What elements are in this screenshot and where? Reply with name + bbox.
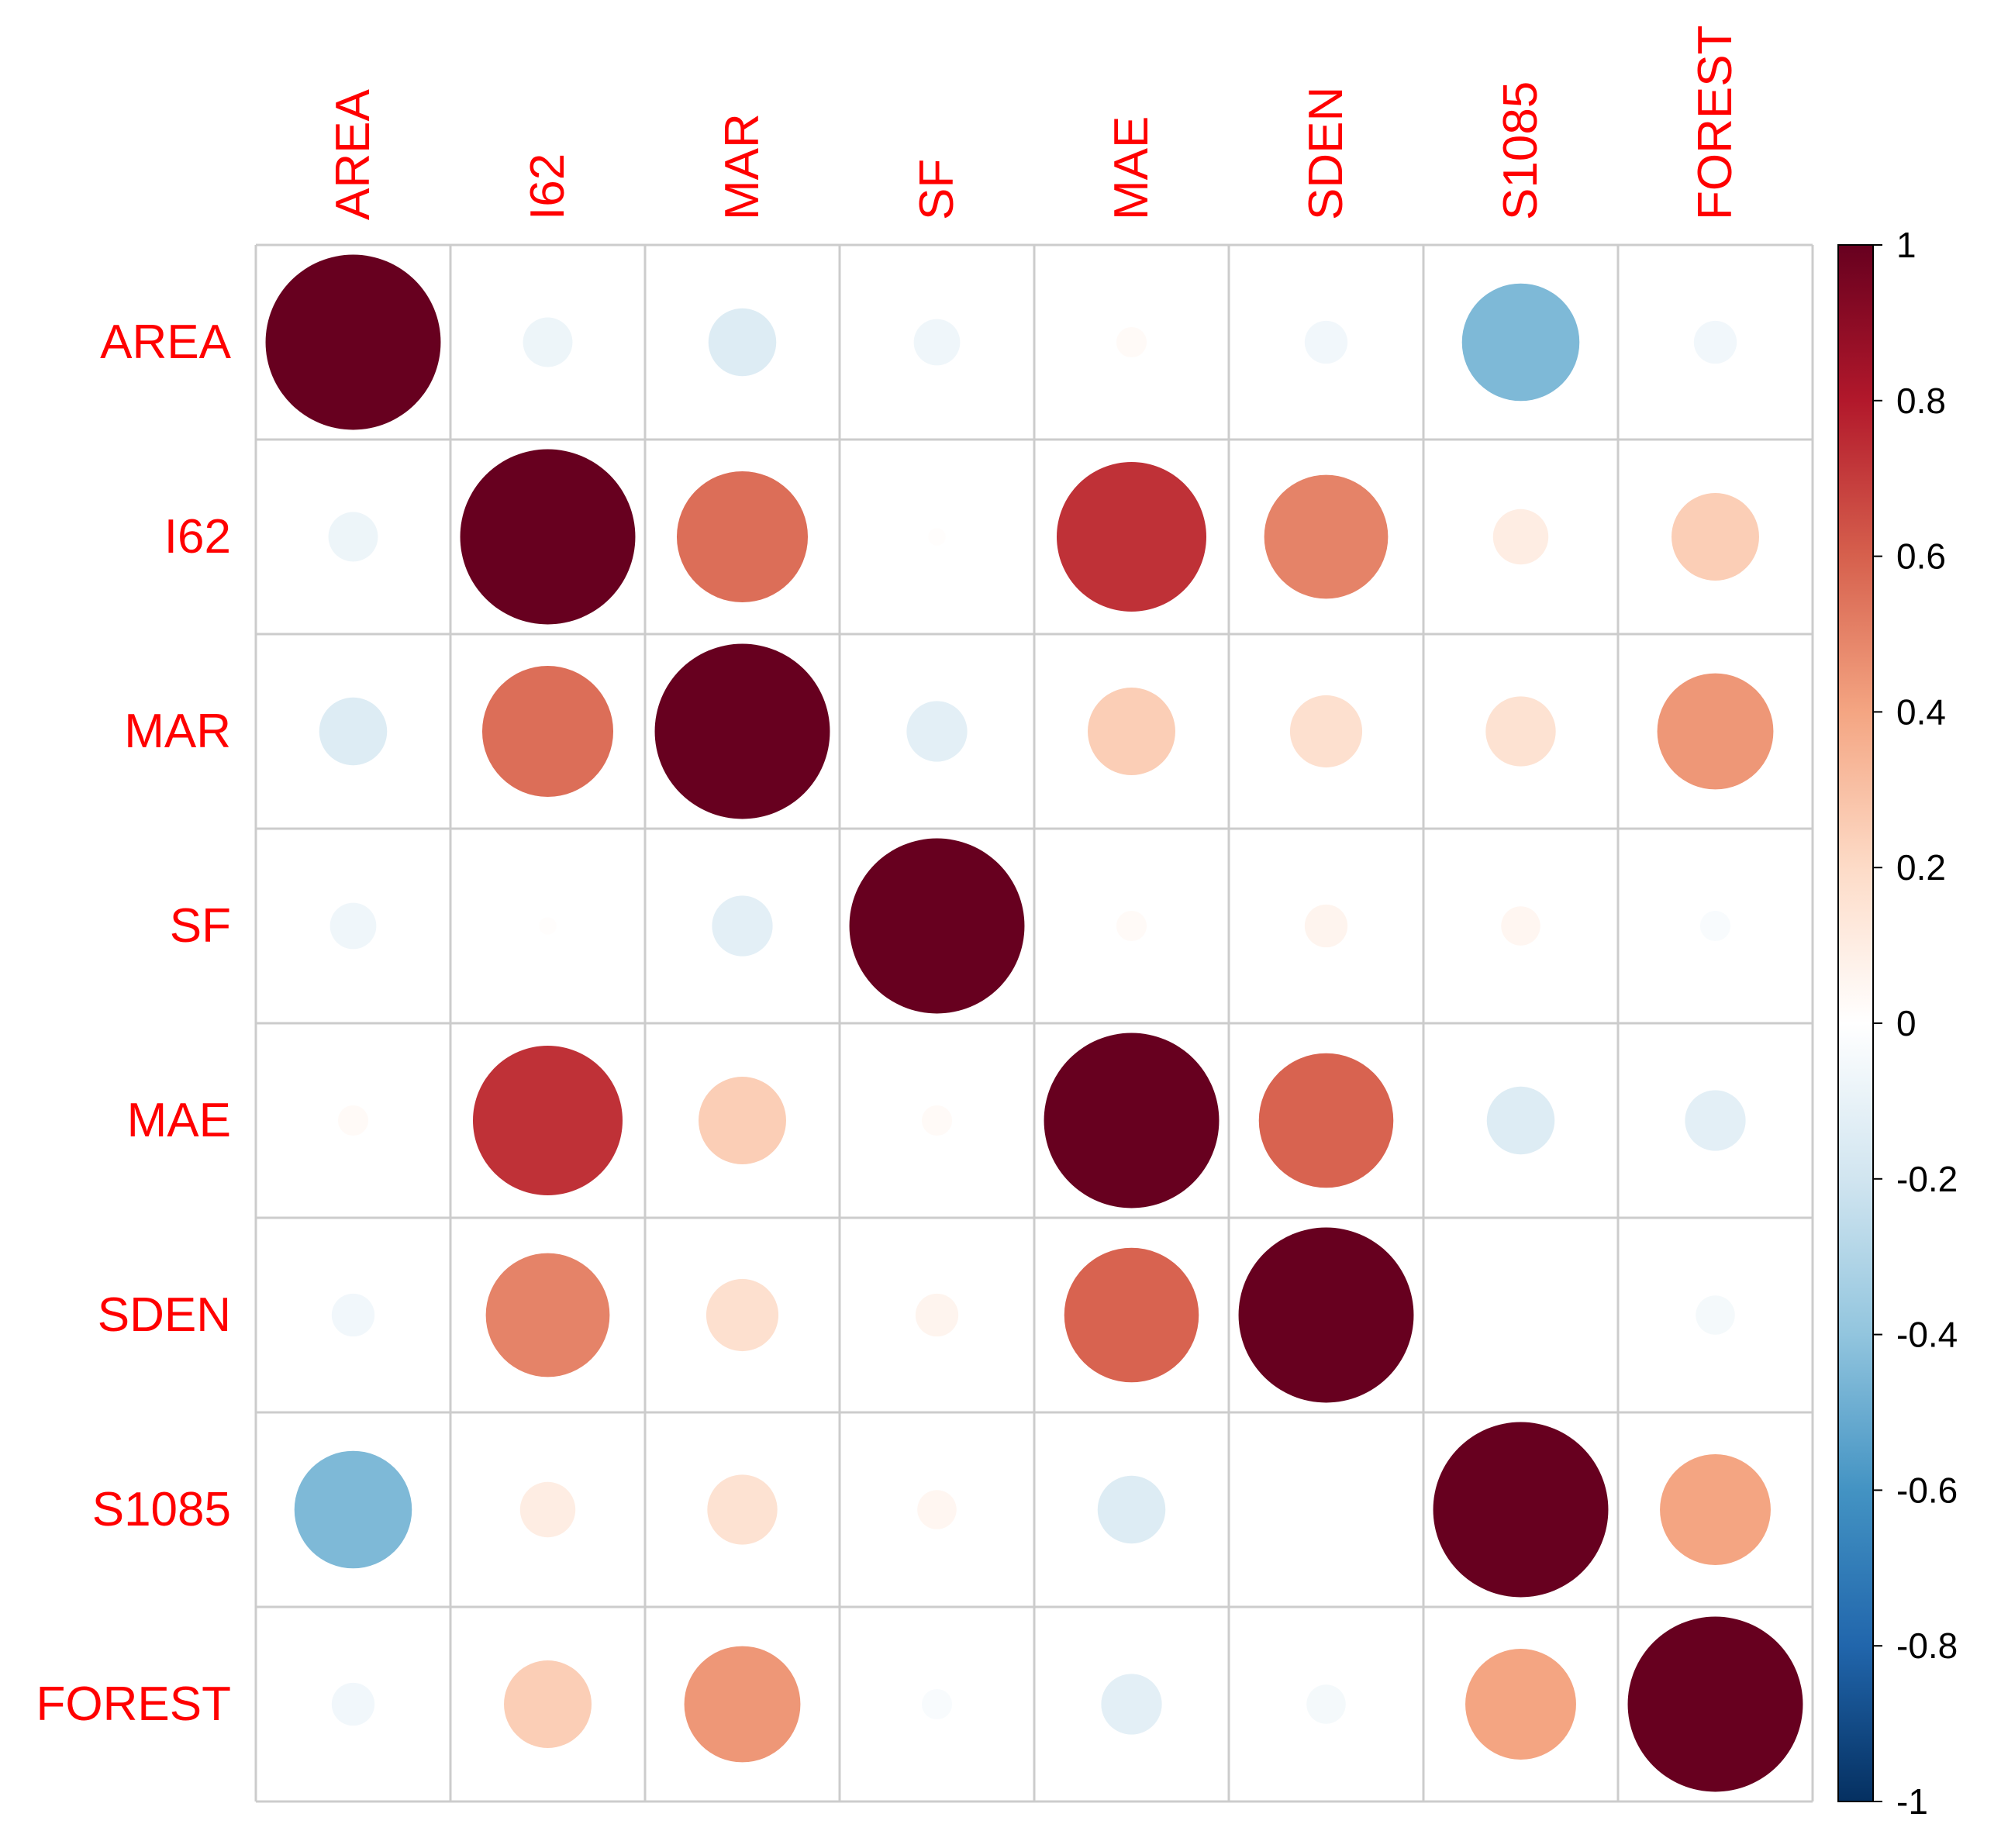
colorbar-tick-label: 1 bbox=[1896, 225, 1916, 265]
corr-circle-mae-area bbox=[337, 1105, 369, 1136]
corr-circle-sden-forest bbox=[1696, 1295, 1735, 1335]
col-label-mar: MAR bbox=[716, 113, 769, 220]
colorbar bbox=[1837, 244, 1874, 1802]
corr-circle-mae-sf bbox=[921, 1105, 953, 1136]
row-label-sden: SDEN bbox=[98, 1288, 231, 1342]
colorbar-gradient bbox=[1837, 244, 1874, 1802]
corr-circle-forest-i62 bbox=[504, 1660, 592, 1748]
corr-circle-i62-forest bbox=[1672, 493, 1759, 581]
corr-circle-sf-s1085 bbox=[1501, 906, 1540, 946]
corr-circle-area-s1085 bbox=[1461, 283, 1580, 402]
corr-circle-area-sf bbox=[913, 319, 961, 366]
col-label-area: AREA bbox=[326, 89, 380, 220]
corr-circle-sf-area bbox=[329, 902, 377, 950]
corr-circle-forest-mar bbox=[684, 1646, 801, 1763]
corr-circle-s1085-area bbox=[294, 1450, 412, 1569]
corr-circle-sden-area bbox=[331, 1293, 375, 1337]
row-label-i62: I62 bbox=[164, 510, 231, 564]
corr-circle-area-mar bbox=[708, 308, 777, 377]
row-label-mar: MAR bbox=[124, 705, 231, 758]
col-label-forest: FOREST bbox=[1689, 26, 1742, 220]
corr-circle-s1085-s1085 bbox=[1433, 1422, 1609, 1598]
corr-circle-mar-forest bbox=[1657, 673, 1774, 790]
corr-circle-mae-sden bbox=[1258, 1053, 1394, 1188]
corr-circle-forest-sf bbox=[921, 1688, 953, 1720]
column-labels: AREA I62 MAR SF MAE SDEN S1085 FOREST bbox=[326, 26, 1742, 220]
corr-circle-sf-sden bbox=[1304, 904, 1348, 948]
grid bbox=[254, 243, 1814, 1803]
corr-circle-sden-sden bbox=[1238, 1227, 1414, 1403]
corr-circle-i62-mar bbox=[676, 471, 809, 603]
colorbar-tick-label: -0.2 bbox=[1896, 1159, 1958, 1199]
corr-circle-forest-mae bbox=[1101, 1674, 1162, 1735]
corr-circle-sf-mar bbox=[712, 895, 773, 957]
corr-circle-mae-mae bbox=[1044, 1033, 1220, 1208]
col-label-sf: SF bbox=[910, 159, 964, 220]
corr-circle-s1085-mar bbox=[707, 1474, 778, 1545]
corr-circle-mar-mae bbox=[1088, 688, 1175, 775]
row-label-mae: MAE bbox=[127, 1094, 231, 1147]
corr-circle-area-area bbox=[265, 254, 441, 430]
corr-circle-area-mae bbox=[1116, 326, 1147, 358]
correlation-circles bbox=[265, 254, 1803, 1792]
corr-circle-mar-s1085 bbox=[1485, 696, 1556, 767]
corr-circle-mar-sden bbox=[1289, 695, 1363, 768]
corr-circle-mae-i62 bbox=[473, 1046, 623, 1195]
colorbar-ticks: 1 0.8 0.6 0.4 0.2 0 -0.2 -0.4 -0.6 -0.8 -1 bbox=[1873, 225, 1958, 1822]
corr-circle-s1085-sf bbox=[917, 1490, 957, 1529]
corr-circle-s1085-i62 bbox=[519, 1481, 576, 1538]
colorbar-tick-label: 0.6 bbox=[1896, 536, 1946, 577]
corr-circle-mar-mar bbox=[654, 643, 830, 819]
corr-circle-s1085-forest bbox=[1660, 1454, 1771, 1565]
corr-circle-sf-i62 bbox=[539, 917, 557, 935]
corr-circle-mar-sf bbox=[906, 701, 968, 762]
corr-circle-sf-mae bbox=[1116, 910, 1147, 942]
col-label-i62: I62 bbox=[521, 153, 574, 220]
corr-circle-mae-s1085 bbox=[1486, 1086, 1555, 1155]
corr-circle-mar-i62 bbox=[481, 665, 614, 798]
corr-circle-sden-mar bbox=[706, 1278, 779, 1352]
corr-circle-forest-sden bbox=[1306, 1684, 1346, 1724]
colorbar-tick-label: -0.8 bbox=[1896, 1626, 1958, 1666]
corr-circle-sden-i62 bbox=[485, 1253, 610, 1377]
colorbar-tick-label: -1 bbox=[1896, 1781, 1928, 1822]
row-label-area: AREA bbox=[100, 315, 231, 369]
colorbar-tick-label: 0.2 bbox=[1896, 847, 1946, 888]
corr-circle-i62-area bbox=[328, 512, 378, 562]
corr-circle-forest-area bbox=[331, 1682, 375, 1726]
corr-circle-sden-mae bbox=[1064, 1247, 1199, 1383]
corr-circle-area-sden bbox=[1304, 320, 1348, 364]
corr-circle-sf-sf bbox=[849, 838, 1025, 1014]
colorbar-tick-label: 0.8 bbox=[1896, 381, 1946, 421]
corr-circle-mae-mar bbox=[699, 1077, 786, 1164]
corr-circle-area-i62 bbox=[523, 317, 573, 367]
corr-circle-i62-mae bbox=[1057, 462, 1206, 612]
row-label-sf: SF bbox=[170, 899, 231, 953]
row-label-forest: FOREST bbox=[36, 1677, 231, 1731]
corr-circle-s1085-mae bbox=[1097, 1475, 1166, 1544]
corr-circle-sden-sf bbox=[915, 1293, 959, 1337]
row-label-s1085: S1085 bbox=[92, 1483, 231, 1536]
corr-circle-forest-forest bbox=[1627, 1616, 1803, 1792]
corr-circle-mae-forest bbox=[1685, 1090, 1746, 1151]
col-label-sden: SDEN bbox=[1299, 87, 1353, 220]
colorbar-tick-label: 0 bbox=[1896, 1003, 1916, 1043]
col-label-s1085: S1085 bbox=[1494, 81, 1547, 220]
corr-circle-sf-forest bbox=[1699, 910, 1731, 942]
corr-circle-mar-area bbox=[319, 697, 388, 766]
col-label-mae: MAE bbox=[1105, 116, 1158, 220]
corr-circle-area-forest bbox=[1693, 320, 1737, 364]
corr-circle-i62-i62 bbox=[460, 449, 636, 625]
corr-circle-i62-s1085 bbox=[1492, 509, 1549, 565]
colorbar-tick-label: 0.4 bbox=[1896, 691, 1946, 732]
corr-circle-forest-s1085 bbox=[1465, 1649, 1576, 1760]
row-labels: AREA I62 MAR SF MAE SDEN S1085 FOREST bbox=[36, 315, 232, 1731]
corr-circle-i62-sf bbox=[928, 528, 946, 546]
corr-circle-i62-sden bbox=[1264, 474, 1389, 599]
colorbar-tick-label: -0.4 bbox=[1896, 1315, 1958, 1355]
colorbar-tick-label: -0.6 bbox=[1896, 1470, 1958, 1510]
